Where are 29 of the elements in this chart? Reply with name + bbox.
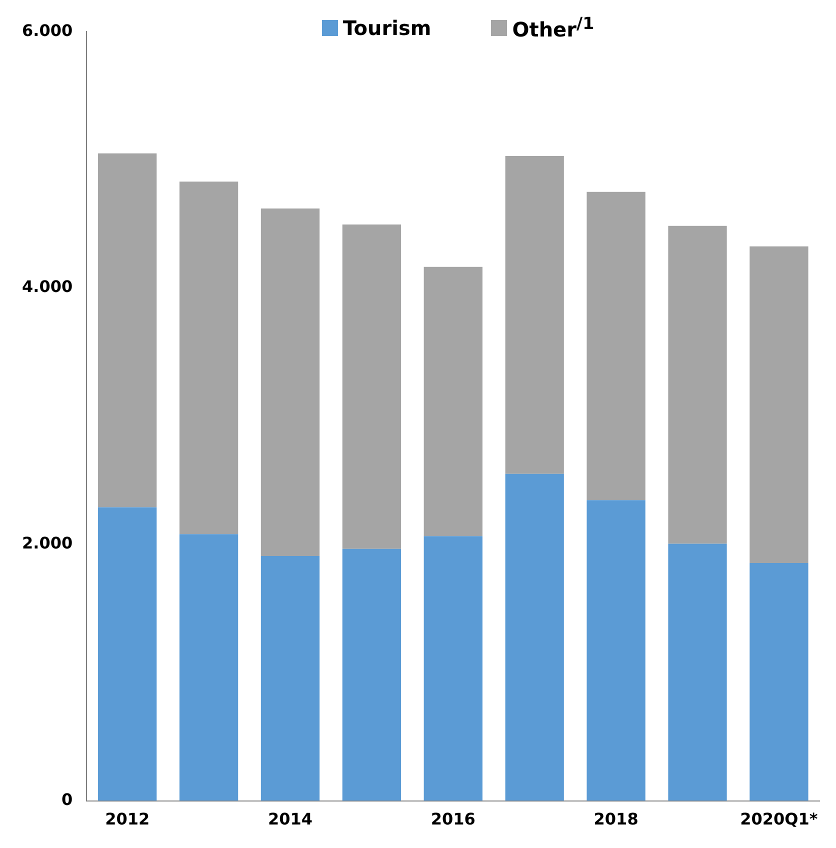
bar xyxy=(260,556,320,801)
bar xyxy=(424,536,482,801)
bar xyxy=(98,507,157,801)
bar xyxy=(668,226,727,544)
legend-label: Other$^{/1}$ xyxy=(512,14,594,42)
bar xyxy=(98,153,157,508)
bar xyxy=(750,246,808,563)
x-tick-label: 2020Q1* xyxy=(740,810,818,829)
bar xyxy=(586,500,646,801)
bar xyxy=(586,192,646,500)
x-tick-label: 2018 xyxy=(594,810,638,829)
y-tick-label: 0 xyxy=(61,790,73,809)
bar xyxy=(668,544,727,801)
legend-label: Tourism xyxy=(342,16,432,40)
bar xyxy=(424,266,482,536)
x-tick-label: 2012 xyxy=(105,810,150,829)
y-tick-label: 4.000 xyxy=(22,277,73,296)
y-tick-label: 2.000 xyxy=(22,534,73,553)
x-tick-label: 2016 xyxy=(430,810,476,829)
bar xyxy=(505,474,564,801)
bar xyxy=(179,534,238,801)
y-tick-label: 6.000 xyxy=(22,20,73,40)
bar xyxy=(179,182,238,534)
bar xyxy=(260,208,320,556)
bar xyxy=(342,548,402,801)
bar xyxy=(505,156,564,474)
x-tick-label: 2014 xyxy=(268,810,313,829)
bar xyxy=(342,224,402,549)
bar xyxy=(750,562,808,801)
